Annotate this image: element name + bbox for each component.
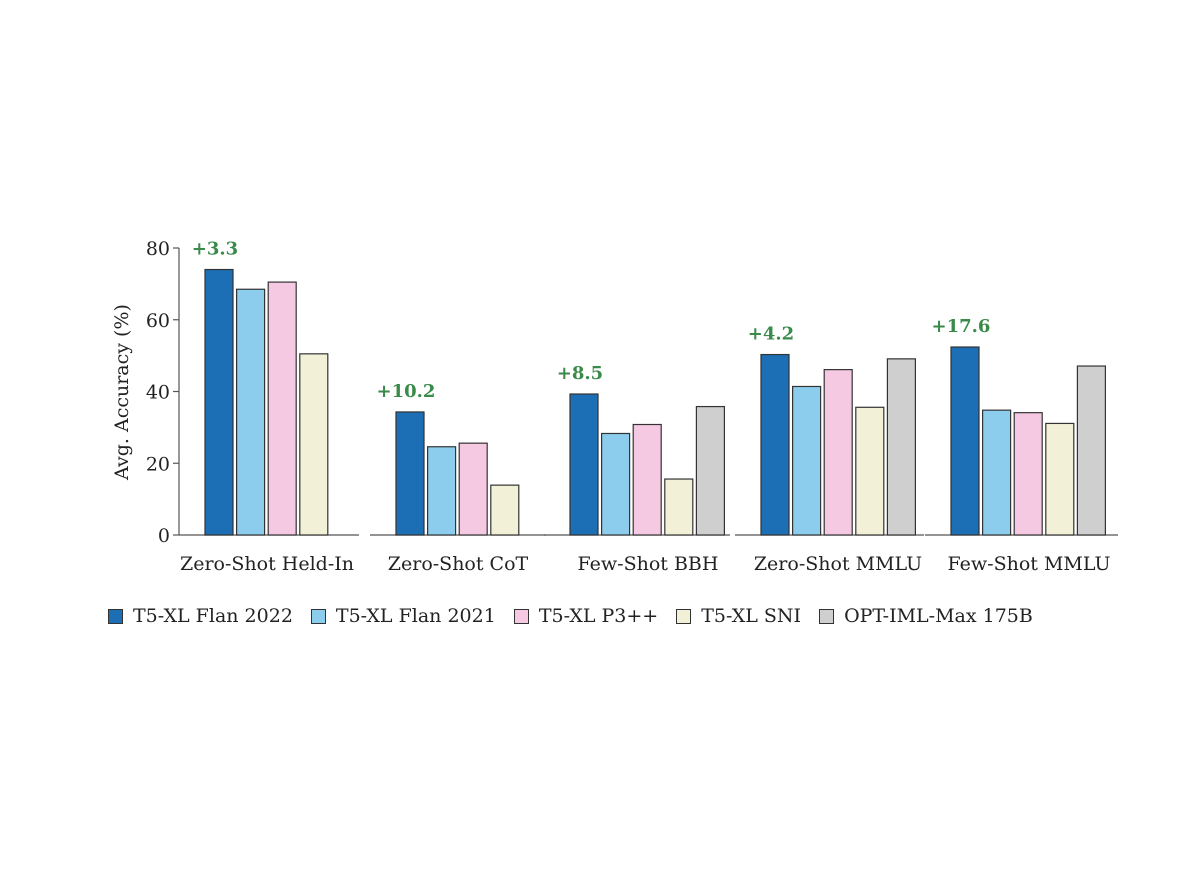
delta-label: +4.2 — [748, 324, 794, 345]
bar — [855, 406, 885, 536]
bar — [664, 478, 694, 536]
bar — [1045, 422, 1075, 536]
y-tick-label: 40 — [146, 382, 170, 404]
delta-label: +17.6 — [932, 316, 991, 337]
legend-label: OPT-IML-Max 175B — [844, 605, 1033, 627]
bar — [395, 411, 425, 536]
legend-swatch — [310, 608, 326, 624]
legend-item: T5-XL P3++ — [513, 605, 659, 627]
category-label: Zero-Shot CoT — [388, 553, 529, 575]
legend-swatch — [513, 608, 529, 624]
legend-swatch — [676, 608, 692, 624]
bar — [695, 405, 726, 536]
bar — [427, 446, 457, 536]
legend-item: T5-XL SNI — [676, 605, 801, 627]
legend-swatch — [819, 608, 835, 624]
bar — [600, 432, 631, 536]
bar — [569, 393, 599, 536]
delta-label: +3.3 — [192, 239, 238, 260]
category-label: Few-Shot BBH — [578, 553, 719, 575]
y-tick-label: 0 — [158, 525, 170, 547]
bar — [458, 442, 488, 536]
legend-item: T5-XL Flan 2021 — [310, 605, 496, 627]
y-tick-label: 60 — [146, 310, 170, 332]
delta-label: +8.5 — [557, 363, 603, 384]
bar — [236, 288, 266, 536]
bar — [299, 353, 329, 536]
category-label: Zero-Shot MMLU — [754, 553, 922, 575]
bar — [1013, 412, 1043, 536]
bar — [950, 346, 980, 536]
bar — [1076, 365, 1107, 536]
y-tick-label: 20 — [146, 453, 170, 475]
category-label: Zero-Shot Held-In — [180, 553, 354, 575]
category-label: Few-Shot MMLU — [948, 553, 1111, 575]
legend-label: T5-XL Flan 2021 — [335, 605, 496, 627]
y-axis-label: Avg. Accuracy (%) — [111, 304, 133, 481]
legend-item: T5-XL Flan 2022 — [108, 605, 293, 627]
legend-label: T5-XL SNI — [701, 605, 802, 627]
bar — [823, 369, 853, 536]
bar — [760, 353, 790, 536]
legend-label: T5-XL P3++ — [538, 605, 659, 627]
bar — [791, 385, 822, 536]
legend-label: T5-XL Flan 2022 — [133, 605, 293, 627]
legend-item: OPT-IML-Max 175B — [819, 605, 1033, 627]
bar — [981, 409, 1012, 536]
y-tick-label: 80 — [146, 238, 170, 260]
bar — [886, 358, 917, 536]
bar — [490, 484, 520, 536]
delta-label: +10.2 — [377, 381, 436, 402]
legend-swatch — [108, 608, 123, 624]
bar — [267, 281, 297, 536]
legend: T5-XL Flan 2022 T5-XL Flan 2021 T5-XL P3++… — [108, 605, 1033, 627]
bar — [204, 268, 234, 536]
bar — [632, 423, 662, 536]
